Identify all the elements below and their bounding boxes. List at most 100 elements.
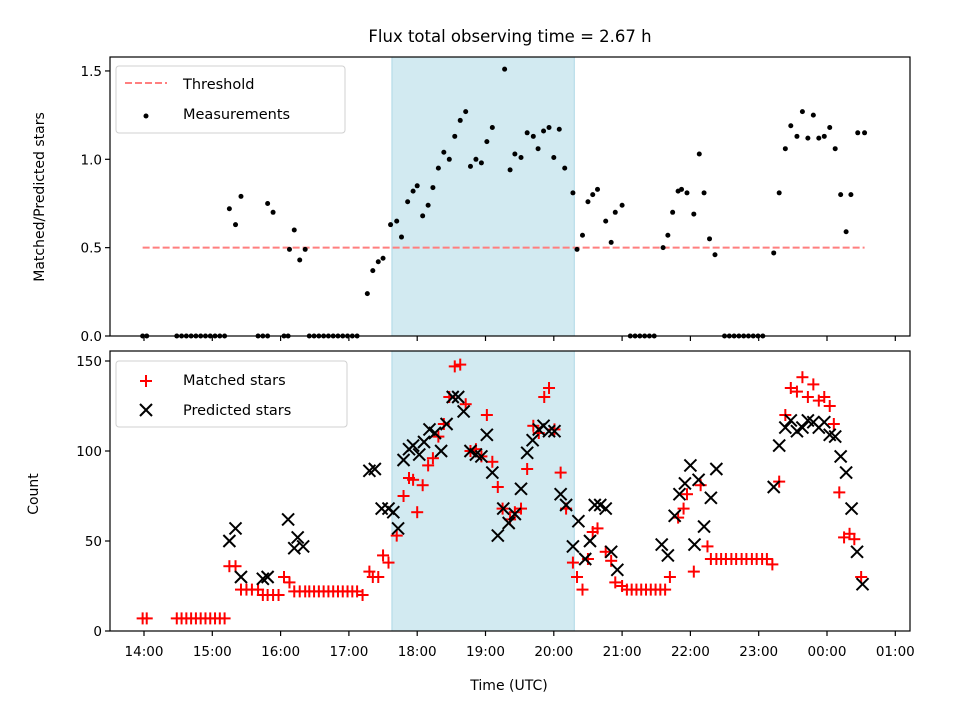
measurement-point (375, 259, 381, 265)
measurement-point (816, 135, 822, 141)
matched-star-point (554, 466, 567, 479)
matched-star-point (397, 490, 410, 502)
measurement-point (302, 246, 308, 252)
measurement-point (502, 66, 508, 72)
measurement-point (489, 124, 495, 130)
matched-star-point (687, 565, 700, 578)
measurement-point (776, 190, 782, 196)
y-tick-label: 0.0 (81, 329, 102, 345)
matched-star-point (659, 583, 672, 596)
measurement-point (535, 146, 541, 152)
chart-title: Flux total observing time = 2.67 h (368, 27, 651, 46)
predicted-star-point (578, 552, 592, 566)
predicted-star-point (667, 509, 682, 523)
predicted-star-point (767, 480, 781, 494)
top-legend: Threshold Measurements (115, 65, 346, 134)
matched-star-point (411, 506, 424, 519)
matched-star-point (855, 571, 868, 583)
measurement-point (414, 183, 420, 189)
predicted-star-point (704, 491, 718, 505)
predicted-star-point (839, 465, 853, 480)
measurement-point (848, 192, 854, 198)
predicted-star-point (234, 570, 248, 584)
predicted-star-point (850, 545, 864, 559)
legend-measurements-swatch (143, 113, 149, 119)
matched-star-point (663, 571, 676, 583)
matched-star-point (454, 358, 467, 371)
measurement-point (478, 160, 484, 166)
matched-star-point (807, 378, 820, 391)
measurement-point (291, 227, 297, 233)
measurement-point (707, 236, 713, 242)
measurement-point (590, 192, 596, 198)
measurement-point (838, 192, 844, 198)
predicted-star-point (817, 415, 831, 429)
measurement-point (473, 156, 479, 162)
top-shaded-span (391, 56, 575, 337)
measurement-point (238, 193, 244, 199)
measurement-point (446, 156, 452, 162)
predicted-star-point (571, 514, 586, 528)
measurement-point (270, 209, 276, 215)
matched-star-point (372, 571, 385, 583)
matched-star-point (218, 612, 231, 625)
predicted-star-point (709, 462, 724, 476)
measurement-point (463, 109, 469, 115)
matched-star-point (422, 459, 435, 472)
predicted-star-point (828, 429, 842, 444)
measurement-point (484, 139, 490, 145)
predicted-star-point (502, 516, 516, 530)
y-tick-label: 1.5 (81, 64, 102, 80)
matched-star-point (448, 360, 461, 373)
matched-star-point (382, 556, 395, 569)
predicted-star-point (406, 438, 420, 453)
legend-predicted-label: Predicted stars (183, 403, 291, 419)
matched-star-point (229, 560, 242, 573)
predicted-star-point (588, 498, 602, 512)
top-panel: 0.0 0.5 1.0 1.5 Matched/Predicted stars Thr… (32, 56, 911, 345)
y-tick-label: 50 (85, 534, 102, 550)
predicted-star-point (417, 435, 431, 449)
bottom-y-axis-label: Count (26, 473, 42, 515)
predicted-star-point (514, 482, 528, 496)
predicted-star-point (778, 420, 793, 435)
x-tick-label: 15:00 (193, 644, 232, 660)
predicted-star-point (553, 487, 568, 501)
matched-star-point (272, 589, 285, 601)
matched-star-point (527, 419, 540, 432)
x-tick-label: 19:00 (466, 644, 505, 660)
predicted-star-point (428, 426, 442, 440)
predicted-star-point (281, 512, 295, 527)
x-tick-label: 18:00 (398, 644, 437, 660)
measurement-point (821, 133, 827, 139)
measurement-point (696, 151, 702, 157)
predicted-star-point (604, 545, 618, 559)
measurement-point (380, 255, 386, 261)
matched-star-point (827, 418, 840, 430)
measurement-point (435, 165, 441, 171)
legend-predicted-swatch (139, 403, 153, 417)
predicted-star-point (559, 498, 573, 512)
bottom-y-ticks: 0 50 100 150 (76, 354, 110, 640)
predicted-star-point (661, 548, 675, 563)
predicted-star-point (525, 433, 540, 447)
matched-star-point (790, 385, 803, 398)
predicted-star-point (391, 521, 405, 536)
y-tick-label: 0 (93, 624, 102, 640)
matched-star-point (407, 473, 420, 486)
measurement-point (712, 252, 718, 258)
y-tick-label: 100 (76, 444, 102, 460)
measurement-point (286, 246, 292, 252)
x-tick-label: 23:00 (739, 644, 778, 660)
predicted-star-point (520, 446, 534, 460)
predicted-star-point (480, 428, 494, 442)
matched-star-point (377, 549, 390, 562)
measurement-point (701, 190, 707, 196)
matched-star-point (833, 486, 846, 499)
measurement-point (430, 185, 436, 191)
matched-star-point (140, 612, 153, 625)
matched-star-point (278, 571, 291, 583)
predicted-star-point (542, 424, 556, 438)
measurement-point (679, 186, 685, 192)
